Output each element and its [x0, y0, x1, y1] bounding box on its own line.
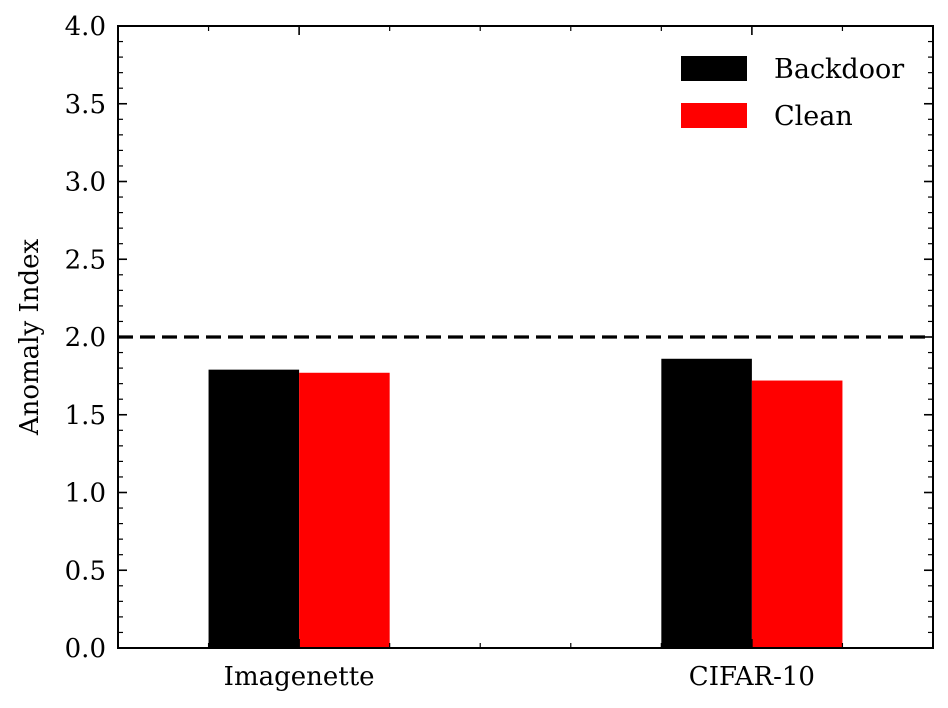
x-category-label: Imagenette: [224, 662, 375, 692]
legend-swatch-backdoor: [681, 56, 747, 81]
bar-backdoor-imagenette: [208, 369, 300, 648]
y-tick-label: 0.0: [65, 634, 106, 664]
y-tick-label: 1.5: [65, 401, 106, 431]
y-tick-label: 3.0: [65, 168, 106, 198]
bar-clean-cifar-10: [751, 380, 843, 648]
bar-clean-imagenette: [299, 372, 390, 648]
bar-backdoor-cifar-10: [661, 358, 752, 648]
y-tick-label: 1.0: [65, 479, 106, 509]
axes: 0.0 0.5 1.0 1.5 2.0 2.5 3.0 3.5 4.0 Imagenette CIF…: [15, 12, 934, 692]
y-tick-label: 3.5: [65, 90, 106, 120]
legend: Backdoor Clean: [681, 54, 904, 132]
y-tick-label: 2.5: [65, 245, 106, 275]
y-tick-label: 0.5: [65, 556, 106, 586]
y-axis-label: Anomaly Index: [15, 239, 45, 437]
bars: [208, 358, 843, 648]
x-category-label: CIFAR-10: [689, 662, 815, 692]
legend-swatch-clean: [681, 103, 747, 128]
legend-label-backdoor: Backdoor: [774, 54, 904, 85]
y-tick-label: 2.0: [65, 323, 106, 353]
y-tick-label: 4.0: [65, 12, 106, 42]
legend-label-clean: Clean: [774, 101, 853, 132]
